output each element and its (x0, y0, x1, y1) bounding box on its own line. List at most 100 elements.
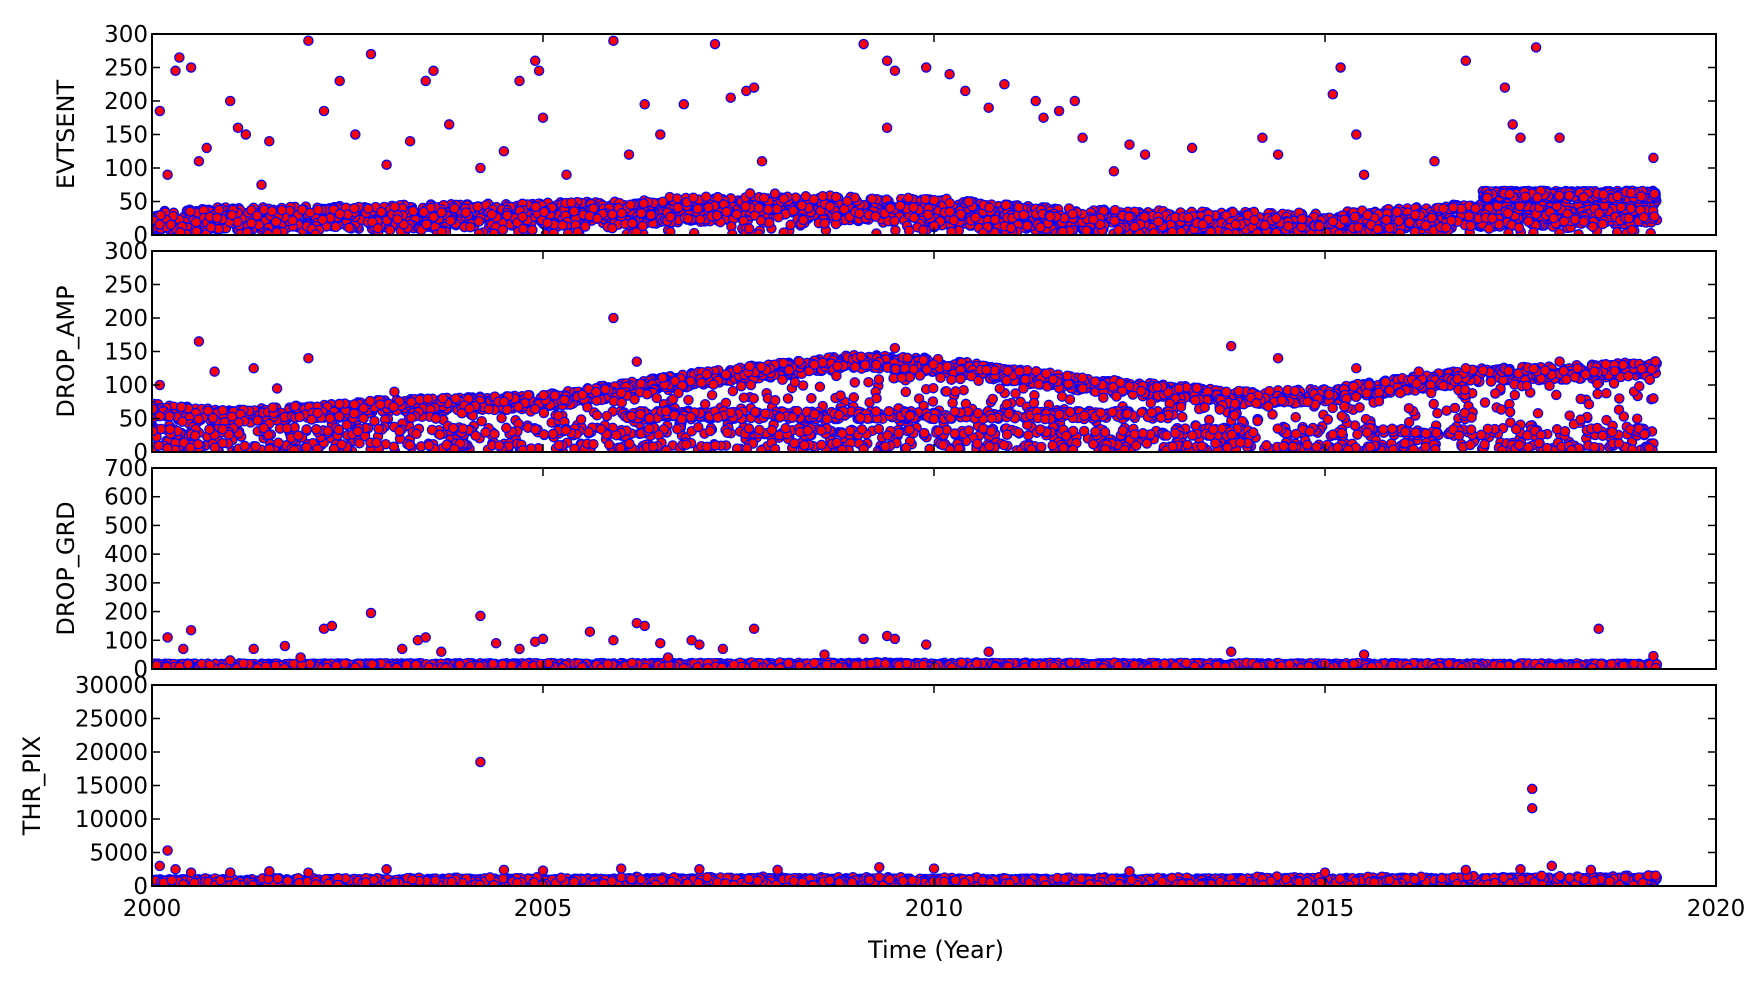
data-point (419, 207, 428, 216)
data-point (840, 205, 849, 214)
data-point (562, 170, 571, 179)
data-point (1019, 211, 1028, 220)
data-point (437, 208, 446, 217)
data-point (1130, 222, 1139, 231)
data-point (213, 213, 222, 222)
data-point (1616, 203, 1625, 212)
data-point (1250, 216, 1259, 225)
data-point (1046, 212, 1055, 221)
data-point (570, 207, 579, 216)
data-point (1363, 211, 1372, 220)
data-point (518, 212, 527, 221)
data-point (335, 76, 344, 85)
data-point (1637, 192, 1646, 201)
data-point (1315, 221, 1324, 230)
data-point (1466, 221, 1475, 230)
data-point (609, 36, 618, 45)
data-point (1231, 220, 1240, 229)
data-point (1114, 226, 1123, 235)
data-point (1441, 223, 1450, 232)
data-point (726, 93, 735, 102)
data-point (503, 211, 512, 220)
data-point (1626, 188, 1635, 197)
data-point (1500, 83, 1509, 92)
data-point (1598, 220, 1607, 229)
data-point (1023, 221, 1032, 230)
data-point (194, 157, 203, 166)
data-point (1626, 204, 1635, 213)
data-point (1532, 43, 1541, 52)
data-point (1141, 150, 1150, 159)
data-point (350, 204, 359, 213)
data-point (538, 113, 547, 122)
data-point (1508, 120, 1517, 129)
data-point (666, 212, 675, 221)
data-point (745, 224, 754, 233)
data-point (754, 203, 763, 212)
data-point (1089, 215, 1098, 224)
data-point (528, 225, 537, 234)
data-point (498, 225, 507, 234)
data-point (1639, 213, 1648, 222)
data-point (608, 224, 617, 233)
data-point (593, 214, 602, 223)
data-point (764, 205, 773, 214)
data-point (868, 194, 877, 203)
data-point (567, 198, 576, 207)
data-point (1188, 143, 1197, 152)
data-point (1521, 192, 1530, 201)
data-point (475, 229, 484, 238)
data-point (1439, 204, 1448, 213)
data-point (1624, 214, 1633, 223)
data-point (825, 202, 834, 211)
data-point (1411, 210, 1420, 219)
data-point (1078, 133, 1087, 142)
data-point (461, 208, 470, 217)
data-point (564, 229, 573, 238)
data-point (351, 130, 360, 139)
data-points (148, 313, 1662, 455)
data-point (883, 56, 892, 65)
data-point (406, 137, 415, 146)
data-point (891, 226, 900, 235)
data-point (1555, 133, 1564, 142)
data-point (1039, 113, 1048, 122)
data-point (1579, 217, 1588, 226)
data-point (990, 215, 999, 224)
data-point (1588, 222, 1597, 231)
data-point (673, 194, 682, 203)
data-point (712, 211, 721, 220)
data-point (1627, 225, 1636, 234)
data-point (1349, 382, 1358, 391)
data-point (704, 203, 713, 212)
data-point (171, 66, 180, 75)
data-point (476, 163, 485, 172)
data-point (473, 202, 482, 211)
data-point (1000, 80, 1009, 89)
data-point (1484, 224, 1493, 233)
data-point (713, 193, 722, 202)
data-point (155, 220, 164, 229)
data-point (1125, 140, 1134, 149)
data-point (710, 40, 719, 49)
data-point (390, 202, 399, 211)
data-point (163, 170, 172, 179)
data-point (1461, 56, 1470, 65)
data-point (257, 180, 266, 189)
data-point (746, 189, 755, 198)
data-point (820, 219, 829, 228)
data-point (331, 222, 340, 231)
data-point (923, 210, 932, 219)
data-point (335, 209, 344, 218)
data-point (474, 217, 483, 226)
data-point (626, 200, 635, 209)
data-point (1595, 209, 1604, 218)
data-point (422, 220, 431, 229)
data-point (1555, 191, 1564, 200)
data-point (799, 215, 808, 224)
data-point (945, 70, 954, 79)
data-point (1297, 214, 1306, 223)
data-point (1515, 223, 1524, 232)
